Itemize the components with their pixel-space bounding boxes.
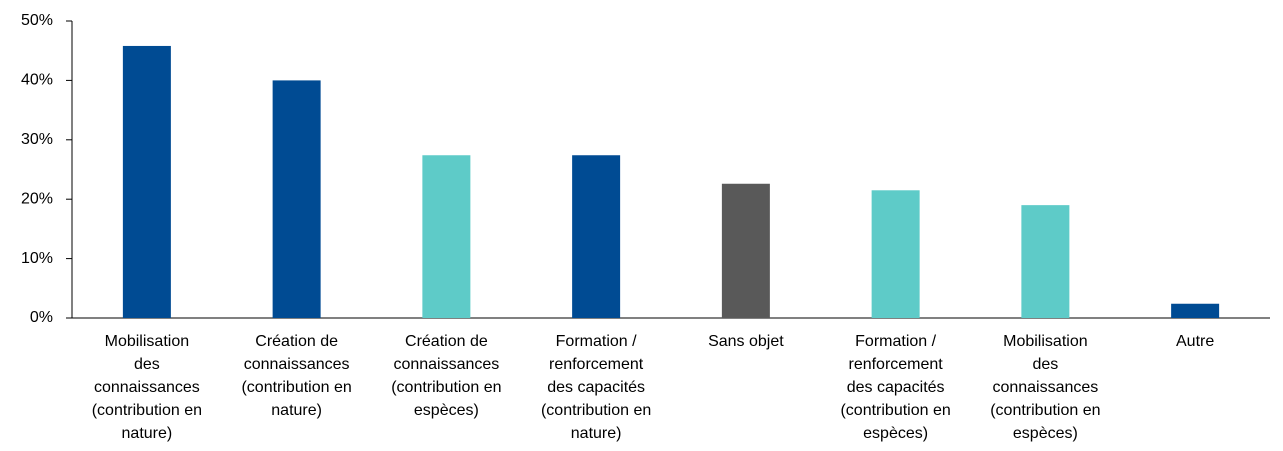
bar xyxy=(721,183,770,318)
x-tick-label: Sans objet xyxy=(708,333,784,350)
bar xyxy=(122,45,171,319)
y-tick-label: 20% xyxy=(21,190,53,207)
x-tick-label: Formation / renforcement des capacités (… xyxy=(840,333,951,442)
bar xyxy=(871,190,920,318)
y-tick-label: 0% xyxy=(30,309,53,326)
bar xyxy=(1021,205,1070,318)
x-tick-label: Création de connaissances (contribution … xyxy=(241,333,352,419)
bar xyxy=(1171,303,1220,318)
x-tick-label: Création de connaissances (contribution … xyxy=(391,333,502,419)
bar xyxy=(572,155,621,318)
y-tick-label: 50% xyxy=(21,12,53,29)
bar xyxy=(272,80,321,319)
y-tick-label: 40% xyxy=(21,72,53,89)
x-tick-label: Mobilisation des connaissances (contribu… xyxy=(91,333,203,442)
x-tick-label: Mobilisation des connaissances (contribu… xyxy=(990,333,1101,442)
y-tick-label: 30% xyxy=(21,131,53,148)
bar xyxy=(422,155,471,318)
y-tick-label: 10% xyxy=(21,250,53,267)
x-tick-label: Autre xyxy=(1176,333,1215,350)
x-tick-label: Formation / renforcement des capacités (… xyxy=(540,333,652,442)
